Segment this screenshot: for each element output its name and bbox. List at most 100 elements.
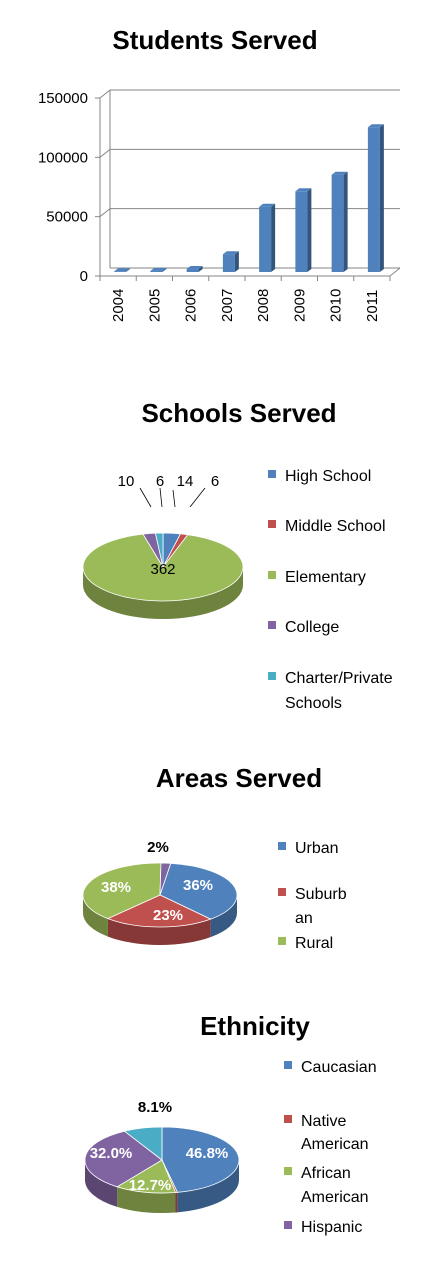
- ethnicity-title: Ethnicity: [200, 1011, 310, 1041]
- areas-served-legend: Urban Suburb an Rural: [278, 840, 347, 952]
- legend-label: Urban: [295, 840, 339, 857]
- legend-label: College: [285, 619, 339, 636]
- bar-chart-bars: [114, 124, 384, 272]
- legend-label: Middle School: [285, 518, 386, 535]
- bar-side: [379, 124, 384, 272]
- legend-swatch: [278, 842, 286, 850]
- bar-front: [259, 206, 272, 272]
- pie-slice-side: [210, 895, 237, 938]
- bar-top: [295, 188, 312, 192]
- data-label: 38%: [101, 879, 131, 896]
- x-tick-label: 2009: [291, 289, 308, 322]
- data-label: 362: [150, 561, 175, 578]
- x-tick-label: 2010: [328, 289, 345, 322]
- ethnicity-legend: Caucasian Native American African American Hi…: [284, 1059, 377, 1236]
- leader-line: [159, 487, 163, 508]
- legend-label: Schools: [285, 695, 342, 712]
- schools-served-title: Schools Served: [141, 398, 336, 428]
- legend-swatch: [284, 1221, 292, 1229]
- bar-2010: [331, 171, 348, 272]
- areas-served-title: Areas Served: [156, 763, 322, 793]
- x-tick-label: 2006: [183, 289, 200, 322]
- x-tick-label: 2011: [364, 290, 381, 322]
- leader-line: [139, 487, 152, 508]
- y-tick-label: 100000: [38, 149, 88, 166]
- data-label: 46.8%: [186, 1145, 229, 1162]
- pie-slice: [84, 1130, 163, 1188]
- legend-label: Suburb: [295, 886, 347, 903]
- bar-chart-y-ticks: 0 50000 100000 150000: [38, 90, 88, 285]
- leader-line: [189, 487, 206, 508]
- pie-slice-side: [175, 1192, 178, 1213]
- pie-slice: [116, 1159, 177, 1194]
- legend-label: American: [301, 1189, 369, 1206]
- pie-slice-side: [85, 1160, 118, 1207]
- pie-slice: [123, 1126, 163, 1161]
- data-label: 6: [156, 473, 164, 490]
- legend-swatch: [284, 1061, 292, 1069]
- gridline-diagonal: [99, 89, 111, 99]
- bar-top: [367, 124, 384, 128]
- pie-slice: [82, 533, 244, 602]
- bar-top: [222, 251, 239, 255]
- legend-label: Elementary: [285, 569, 366, 586]
- bar-chart-x-ticks: 2004 2005 2006 2007 2008 2009 2010 2011: [99, 276, 391, 322]
- bar-front: [150, 270, 163, 272]
- bar-2006: [186, 266, 203, 272]
- legend-swatch: [268, 520, 276, 528]
- bar-front: [186, 269, 199, 272]
- bar-side: [234, 251, 239, 272]
- schools-served-legend: High School Middle School Elementary Colleg…: [268, 468, 393, 712]
- data-label: 32.0%: [90, 1145, 133, 1162]
- legend-swatch: [284, 1115, 292, 1123]
- gridline-diagonal: [99, 148, 111, 158]
- legend-label: African: [301, 1165, 351, 1182]
- bar-side: [271, 203, 276, 272]
- pie-slice: [82, 862, 162, 920]
- legend-label: Caucasian: [301, 1059, 377, 1076]
- students-served-title: Students Served: [112, 25, 317, 55]
- gridline-diagonal: [99, 208, 111, 218]
- bar-top: [114, 268, 131, 272]
- legend-label: an: [295, 910, 313, 927]
- x-tick-label: 2005: [146, 289, 163, 322]
- bar-side: [343, 171, 348, 272]
- legend-label: Rural: [295, 935, 333, 952]
- data-label: 10: [118, 473, 135, 490]
- data-label: 2%: [147, 839, 169, 856]
- legend-label: Charter/Private: [285, 670, 393, 687]
- y-tick-label: 0: [80, 268, 88, 285]
- pie-slice: [154, 532, 164, 568]
- legend-label: Hispanic: [301, 1219, 362, 1236]
- data-label: 23%: [153, 907, 183, 924]
- legend-swatch: [284, 1167, 292, 1175]
- bar-top: [186, 266, 203, 270]
- ethnicity-pie: 46.8% 12.7% 32.0% 8.1%: [84, 1099, 240, 1213]
- bar-side: [307, 188, 312, 272]
- bar-front: [114, 271, 127, 272]
- legend-swatch: [268, 672, 276, 680]
- legend-label: High School: [285, 468, 371, 485]
- bar-front: [222, 254, 235, 272]
- bar-top: [331, 171, 348, 175]
- bar-2004: [114, 268, 131, 272]
- legend-label: American: [301, 1136, 369, 1153]
- data-label: 12.7%: [129, 1177, 172, 1194]
- bar-top: [150, 267, 167, 271]
- leader-line: [172, 489, 176, 508]
- pie-slice: [106, 894, 212, 928]
- y-tick-label: 50000: [46, 209, 88, 226]
- pie-slice-side: [177, 1160, 239, 1213]
- x-tick-label: 2007: [219, 289, 236, 322]
- schools-served-pie: 14 6 362 10 6: [82, 473, 244, 619]
- bar-2008: [259, 203, 276, 272]
- pie-slice: [159, 862, 172, 896]
- x-tick-label: 2008: [255, 289, 272, 322]
- x-tick-label: 2004: [110, 289, 127, 322]
- bar-chart-gridlines: [95, 89, 400, 277]
- bar-front: [295, 191, 308, 272]
- y-tick-label: 150000: [38, 90, 88, 107]
- data-label: 14: [177, 473, 194, 490]
- data-label: 6: [211, 473, 219, 490]
